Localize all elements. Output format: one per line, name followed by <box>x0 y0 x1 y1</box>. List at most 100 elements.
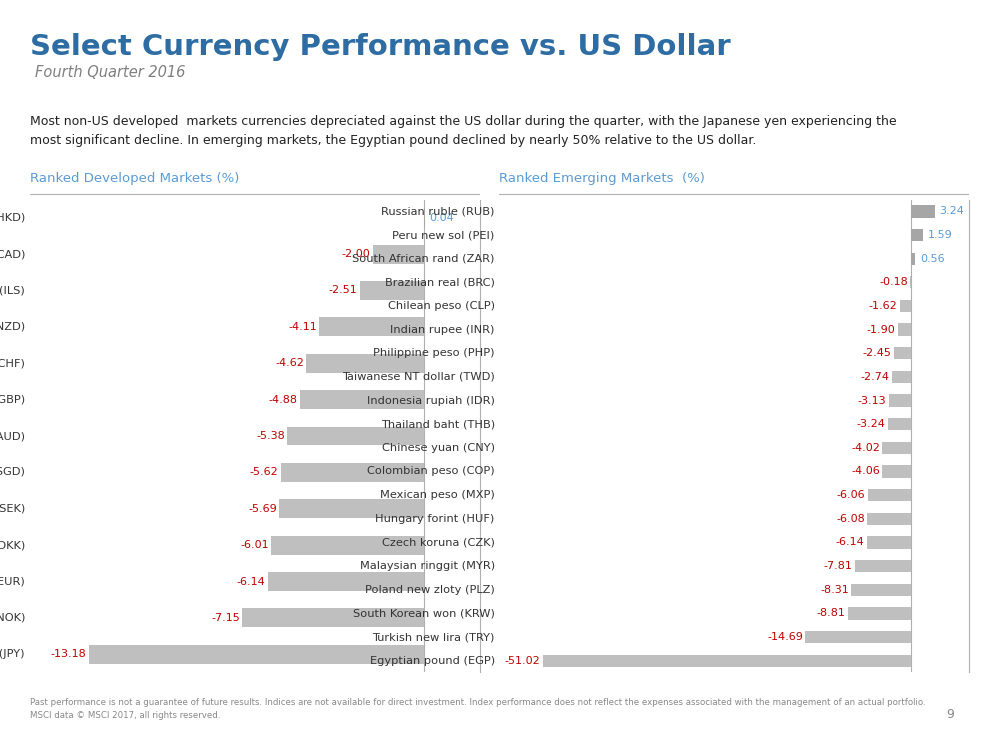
Bar <box>892 371 912 383</box>
Bar <box>867 489 912 501</box>
Bar <box>423 208 424 227</box>
Bar <box>867 513 912 525</box>
Text: Brazilian real (BRC): Brazilian real (BRC) <box>385 277 494 287</box>
Text: Swedish krona (SEK): Swedish krona (SEK) <box>0 504 25 514</box>
Text: Australian dollar (AUD): Australian dollar (AUD) <box>0 431 25 441</box>
Text: -51.02: -51.02 <box>504 655 540 666</box>
Bar <box>287 426 423 446</box>
Bar <box>888 418 912 430</box>
Text: Indian rupee (INR): Indian rupee (INR) <box>391 324 494 335</box>
Text: -6.06: -6.06 <box>837 490 865 500</box>
Text: -4.06: -4.06 <box>851 466 879 477</box>
Text: -6.01: -6.01 <box>240 540 269 550</box>
Bar <box>319 318 423 336</box>
Text: Norwegian krone (NOK): Norwegian krone (NOK) <box>0 613 25 623</box>
Text: Select Currency Performance vs. US Dollar: Select Currency Performance vs. US Dolla… <box>30 33 730 61</box>
Text: Fourth Quarter 2016: Fourth Quarter 2016 <box>35 65 185 80</box>
Text: Swiss franc (CHF): Swiss franc (CHF) <box>0 358 25 368</box>
Text: -3.13: -3.13 <box>857 395 886 406</box>
Bar <box>867 537 912 548</box>
Text: -4.11: -4.11 <box>288 322 317 332</box>
Text: Czech koruna (CZK): Czech koruna (CZK) <box>382 537 494 548</box>
Bar <box>281 463 423 482</box>
Bar <box>882 442 912 454</box>
Text: -6.14: -6.14 <box>236 576 265 587</box>
Text: Hong Kong dollar (HKD): Hong Kong dollar (HKD) <box>0 213 25 222</box>
Text: -0.18: -0.18 <box>879 277 908 287</box>
Bar <box>910 276 912 288</box>
Text: -14.69: -14.69 <box>767 632 803 642</box>
Bar <box>898 324 912 336</box>
Text: Most non-US developed  markets currencies depreciated against the US dollar duri: Most non-US developed markets currencies… <box>30 115 896 146</box>
Text: Thailand baht (THB): Thailand baht (THB) <box>381 419 494 429</box>
Text: -2.45: -2.45 <box>862 348 891 358</box>
Bar <box>373 245 423 264</box>
Bar <box>268 572 423 591</box>
Text: Colombian peso (COP): Colombian peso (COP) <box>367 466 494 477</box>
Text: -13.18: -13.18 <box>50 650 86 659</box>
Bar <box>852 584 912 596</box>
Text: Singapore dollar (SGD): Singapore dollar (SGD) <box>0 467 25 477</box>
Text: Ranked Developed Markets (%): Ranked Developed Markets (%) <box>30 172 239 185</box>
Text: Canadian dollar (CAD): Canadian dollar (CAD) <box>0 249 25 259</box>
Text: New Zealand dollar (NZD): New Zealand dollar (NZD) <box>0 322 25 332</box>
Text: Russian ruble (RUB): Russian ruble (RUB) <box>382 206 494 217</box>
Text: Mexican peso (MXP): Mexican peso (MXP) <box>380 490 494 500</box>
Text: British pound (GBP): British pound (GBP) <box>0 395 25 405</box>
Text: -1.62: -1.62 <box>868 301 897 311</box>
Text: -8.31: -8.31 <box>820 585 849 595</box>
Text: Egyptian pound (EGP): Egyptian pound (EGP) <box>370 655 494 666</box>
Text: Past performance is not a guarantee of future results. Indices are not available: Past performance is not a guarantee of f… <box>30 698 926 720</box>
Text: Japanese yen (JPY): Japanese yen (JPY) <box>0 650 25 659</box>
Text: South African rand (ZAR): South African rand (ZAR) <box>352 253 494 264</box>
Text: 0.04: 0.04 <box>429 213 454 222</box>
Bar <box>242 608 423 627</box>
Bar <box>307 354 423 372</box>
Bar <box>279 500 423 518</box>
Bar <box>912 253 916 265</box>
Text: -6.14: -6.14 <box>836 537 864 548</box>
Bar <box>805 631 912 643</box>
Bar <box>848 607 912 619</box>
Text: -1.90: -1.90 <box>866 324 895 335</box>
Text: -7.15: -7.15 <box>211 613 239 623</box>
Bar <box>894 347 912 359</box>
Text: -4.02: -4.02 <box>852 443 880 453</box>
Text: Malaysian ringgit (MYR): Malaysian ringgit (MYR) <box>360 561 494 571</box>
Text: Chilean peso (CLP): Chilean peso (CLP) <box>388 301 494 311</box>
Text: Israel shekel (ILS): Israel shekel (ILS) <box>0 285 25 296</box>
Text: 3.24: 3.24 <box>940 206 964 217</box>
Bar <box>854 560 912 572</box>
Text: Peru new sol (PEI): Peru new sol (PEI) <box>393 230 494 240</box>
Text: 1.59: 1.59 <box>928 230 952 240</box>
Bar <box>271 536 423 554</box>
Text: Taiwanese NT dollar (TWD): Taiwanese NT dollar (TWD) <box>342 372 494 382</box>
Text: -7.81: -7.81 <box>824 561 853 571</box>
Text: Hungary forint (HUF): Hungary forint (HUF) <box>376 514 494 524</box>
Text: -2.00: -2.00 <box>342 249 371 259</box>
Text: -2.51: -2.51 <box>329 285 358 296</box>
Text: -3.24: -3.24 <box>856 419 885 429</box>
Text: Philippine peso (PHP): Philippine peso (PHP) <box>373 348 494 358</box>
Text: -8.81: -8.81 <box>817 608 846 619</box>
Text: -5.38: -5.38 <box>256 431 285 441</box>
Bar <box>889 395 912 406</box>
Bar <box>300 390 423 409</box>
Text: Danish krone (DKK): Danish krone (DKK) <box>0 540 25 550</box>
Bar <box>912 229 923 241</box>
Text: -6.08: -6.08 <box>837 514 865 524</box>
Text: -4.62: -4.62 <box>275 358 304 368</box>
Text: 9: 9 <box>946 707 954 721</box>
Bar <box>882 466 912 477</box>
Bar <box>89 645 423 664</box>
Text: South Korean won (KRW): South Korean won (KRW) <box>353 608 494 619</box>
Text: Turkish new lira (TRY): Turkish new lira (TRY) <box>373 632 494 642</box>
Text: 0.56: 0.56 <box>920 253 944 264</box>
Bar <box>543 655 912 667</box>
Bar <box>360 281 423 300</box>
Text: -5.62: -5.62 <box>250 467 279 477</box>
Text: -2.74: -2.74 <box>860 372 889 382</box>
Bar <box>900 300 912 312</box>
Text: -4.88: -4.88 <box>268 395 298 405</box>
Bar <box>912 205 935 217</box>
